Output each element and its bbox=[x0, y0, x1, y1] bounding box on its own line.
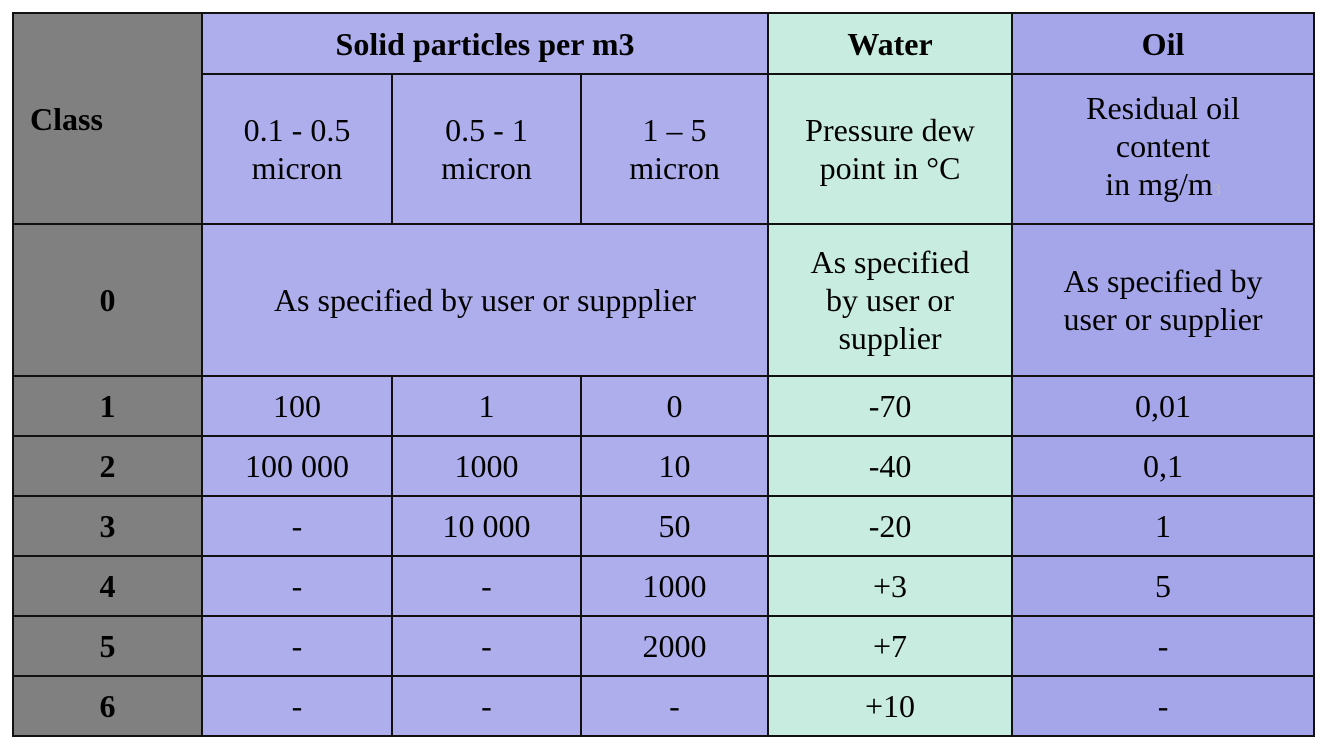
subheader-1-5-micron: 1 – 5 micron bbox=[579, 73, 770, 225]
subheader-line: micron bbox=[251, 150, 343, 186]
subheader-line: in mg/m3 bbox=[1013, 165, 1313, 210]
header-class: Class bbox=[12, 12, 203, 225]
particles-0-1-0-5-cell: 100 000 bbox=[201, 435, 393, 497]
cell-line: As specified bbox=[810, 244, 970, 280]
oil-content-cell: 0,1 bbox=[1011, 435, 1316, 497]
cell-line: supplier bbox=[838, 320, 942, 356]
table-row: 3 - 10 000 50 -20 1 bbox=[12, 495, 1316, 557]
particles-1-5-cell: 0 bbox=[579, 375, 770, 437]
class-cell: 0 bbox=[12, 223, 203, 377]
unit-exponent: 3 bbox=[1212, 181, 1221, 199]
table-row: 5 - - 2000 +7 - bbox=[12, 615, 1316, 677]
header-solid-particles: Solid particles per m3 bbox=[200, 12, 770, 75]
particles-0-5-1-cell: 1 bbox=[391, 375, 582, 437]
particles-1-5-cell: 1000 bbox=[579, 555, 770, 617]
particles-0-1-0-5-cell: - bbox=[201, 495, 393, 557]
class-cell: 6 bbox=[12, 675, 203, 737]
class-cell: 4 bbox=[12, 555, 203, 617]
header-row-subheaders: 0.1 - 0.5 micron 0.5 - 1 micron 1 – 5 mi… bbox=[13, 73, 1316, 225]
particles-0-1-0-5-cell: - bbox=[201, 675, 393, 737]
table-container: Class Solid particles per m3 Water Oil 0… bbox=[12, 12, 1316, 737]
particles-0-1-0-5-cell: 100 bbox=[201, 375, 393, 437]
class-cell: 5 bbox=[12, 615, 203, 677]
subheader-line: content bbox=[1115, 127, 1211, 164]
class-cell: 3 bbox=[12, 495, 203, 557]
particles-0-1-0-5-cell: - bbox=[201, 615, 393, 677]
table-row-class-0: 0 As specified by user or suppplier As s… bbox=[12, 223, 1316, 377]
dew-point-cell: -20 bbox=[767, 495, 1014, 557]
dew-point-cell: +10 bbox=[767, 675, 1014, 737]
table-row: 4 - - 1000 +3 5 bbox=[12, 555, 1316, 617]
oil-content-cell: - bbox=[1011, 675, 1316, 737]
subheader-line: 0.1 - 0.5 bbox=[243, 112, 351, 148]
particles-0-5-1-cell: 1000 bbox=[391, 435, 582, 497]
dew-point-cell: -70 bbox=[767, 375, 1014, 437]
particles-1-5-cell: - bbox=[579, 675, 770, 737]
table-row: 2 100 000 1000 10 -40 0,1 bbox=[12, 435, 1316, 497]
dew-point-cell: -40 bbox=[767, 435, 1014, 497]
subheader-line: micron bbox=[441, 150, 532, 186]
table-row: 1 100 1 0 -70 0,01 bbox=[12, 375, 1316, 437]
particles-0-5-1-cell: - bbox=[391, 615, 582, 677]
subheader-line: Residual oil bbox=[1086, 89, 1240, 126]
particles-1-5-cell: 2000 bbox=[579, 615, 770, 677]
water-cell: As specified by user or supplier bbox=[767, 223, 1014, 377]
header-row-groups: Class Solid particles per m3 Water Oil bbox=[12, 12, 1316, 225]
particles-0-1-0-5-cell: - bbox=[201, 555, 393, 617]
subheader-line: micron bbox=[629, 150, 720, 186]
table-row: 6 - - - +10 - bbox=[12, 675, 1316, 737]
cell-line: by user or bbox=[826, 282, 954, 318]
subheader-0-5-1-micron: 0.5 - 1 micron bbox=[391, 73, 582, 225]
oil-cell: As specified by user or supplier bbox=[1011, 223, 1316, 377]
subheader-line: 0.5 - 1 bbox=[445, 112, 528, 148]
subheader-line: 1 – 5 bbox=[642, 112, 707, 148]
air-quality-class-table: Class Solid particles per m3 Water Oil 0… bbox=[12, 12, 1316, 737]
subheader-line: Pressure dew bbox=[805, 112, 975, 148]
particles-0-5-1-cell: 10 000 bbox=[391, 495, 582, 557]
particles-1-5-cell: 50 bbox=[579, 495, 770, 557]
subheader-residual-oil-content: Residual oil content in mg/m3 bbox=[1011, 73, 1316, 225]
solid-cell-merged: As specified by user or suppplier bbox=[200, 223, 770, 377]
header-oil: Oil bbox=[1011, 12, 1316, 75]
dew-point-cell: +7 bbox=[767, 615, 1014, 677]
subheader-pressure-dew-point: Pressure dew point in °C bbox=[767, 73, 1014, 225]
subheader-line: point in °C bbox=[819, 150, 961, 186]
particles-1-5-cell: 10 bbox=[579, 435, 770, 497]
unit-text: in mg/m bbox=[1105, 165, 1213, 202]
oil-content-cell: 1 bbox=[1011, 495, 1316, 557]
oil-content-cell: - bbox=[1011, 615, 1316, 677]
particles-0-5-1-cell: - bbox=[391, 555, 582, 617]
class-cell: 1 bbox=[12, 375, 203, 437]
particles-0-5-1-cell: - bbox=[391, 675, 582, 737]
oil-content-cell: 0,01 bbox=[1011, 375, 1316, 437]
class-cell: 2 bbox=[12, 435, 203, 497]
subheader-0-1-0-5-micron: 0.1 - 0.5 micron bbox=[201, 73, 393, 225]
cell-line: As specified by bbox=[1063, 263, 1263, 299]
header-water: Water bbox=[767, 12, 1014, 75]
dew-point-cell: +3 bbox=[767, 555, 1014, 617]
oil-content-cell: 5 bbox=[1011, 555, 1316, 617]
cell-line: user or supplier bbox=[1063, 301, 1263, 337]
